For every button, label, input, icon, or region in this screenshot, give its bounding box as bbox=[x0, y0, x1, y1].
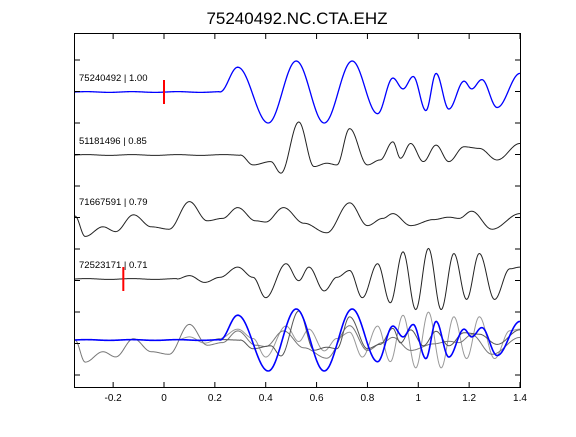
axis-ticks: -0.2 0 0.2 0.4 0.6 0.8 1 1.2 1.4 bbox=[75, 34, 527, 404]
trace-line-0 bbox=[74, 60, 521, 124]
trace-line-1 bbox=[74, 121, 521, 174]
pick-markers bbox=[122, 80, 165, 291]
x-tick-label-1: 0 bbox=[161, 393, 167, 404]
x-tick-label-6: 1 bbox=[416, 393, 422, 404]
stack-trace-2 bbox=[74, 323, 521, 363]
traces-layer bbox=[74, 60, 521, 372]
x-tick-label-2: 0.2 bbox=[208, 393, 222, 404]
x-tick-label-0: -0.2 bbox=[105, 393, 123, 404]
stack-trace-0 bbox=[74, 308, 521, 372]
trace-label-0: 75240492 | 1.00 bbox=[79, 73, 148, 84]
x-tick-label-5: 0.8 bbox=[360, 393, 374, 404]
x-tick-label-7: 1.2 bbox=[462, 393, 476, 404]
trace-line-2 bbox=[74, 201, 521, 237]
trace-label-2: 71667591 | 0.79 bbox=[79, 197, 148, 208]
trace-label-3: 72523171 | 0.71 bbox=[79, 260, 148, 271]
x-tick-label-8: 1.4 bbox=[513, 393, 527, 404]
trace-label-1: 51181496 | 0.85 bbox=[79, 136, 147, 147]
trace-labels: 75240492 | 1.00 51181496 | 0.85 71667591 |… bbox=[79, 73, 148, 271]
x-tick-label-4: 0.6 bbox=[310, 393, 324, 404]
chart-title: 75240492.NC.CTA.EHZ bbox=[206, 9, 387, 28]
axes-frame bbox=[74, 33, 521, 388]
trace-line-3 bbox=[74, 247, 521, 311]
x-tick-label-3: 0.4 bbox=[259, 393, 273, 404]
